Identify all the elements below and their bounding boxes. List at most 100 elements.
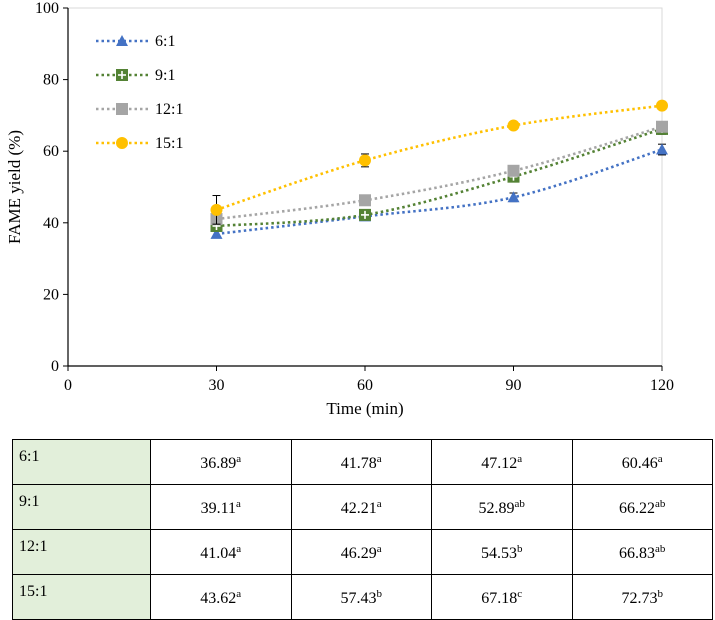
y-tick-label: 40: [43, 215, 59, 232]
x-tick-label: 90: [506, 377, 522, 394]
data-point: [656, 99, 668, 112]
table-cell: 46.29a: [290, 529, 432, 575]
data-point: [210, 203, 223, 216]
fame-yield-chart: 0 20 40 60 80 100 0 30 60 90 120 6:1 9:1 12:1 15:1 Ti…: [5, 0, 674, 418]
x-tick-label: 60: [357, 377, 373, 394]
plot-area-frame: [67, 7, 663, 367]
table-cell: 36.89a: [150, 439, 292, 485]
legend-label: 15:1: [155, 135, 183, 152]
table-cell: 43.62a: [150, 574, 292, 620]
row-label: 6:1: [12, 439, 151, 485]
data-point: [656, 143, 668, 155]
x-axis-title: Time (min): [326, 399, 403, 418]
data-point: [656, 120, 668, 133]
significance-letter: b: [376, 588, 383, 600]
legend-item: 6:1: [96, 33, 175, 50]
significance-letter: ab: [655, 543, 666, 555]
legend-marker: [116, 69, 128, 81]
series-15-1: [210, 99, 668, 225]
legend-item: 12:1: [96, 101, 183, 118]
legend-label: 12:1: [155, 101, 183, 118]
cell-value: 42.21: [340, 500, 377, 517]
series-12-1: [210, 120, 668, 226]
y-tick-label: 80: [43, 72, 59, 89]
significance-letter: a: [517, 453, 523, 465]
y-tick-label: 60: [43, 143, 59, 160]
table-cell: 47.12a: [431, 439, 573, 485]
y-tick-label: 100: [35, 0, 59, 17]
significance-letter: a: [236, 543, 242, 555]
table-row: 12:1 41.04a 46.29a 54.53b 66.83ab: [12, 529, 713, 575]
series-line: [216, 148, 663, 236]
table-row: 15:1 43.62a 57.43b 67.18c 72.73b: [12, 574, 713, 620]
significance-letter: c: [517, 588, 523, 600]
series-9-1: [210, 122, 668, 232]
table-cell: 42.21a: [290, 484, 432, 530]
row-label: 12:1: [12, 529, 151, 575]
table-cell: 57.43b: [290, 574, 432, 620]
significance-letter: a: [236, 588, 242, 600]
cell-value: 66.22: [619, 500, 656, 517]
x-tick-label: 30: [209, 377, 225, 394]
data-point: [210, 227, 223, 239]
table-cell: 66.22ab: [571, 484, 713, 530]
cell-value: 39.11: [200, 500, 236, 517]
legend-item: 15:1: [96, 135, 183, 152]
table-cell: 41.04a: [150, 529, 292, 575]
significance-letter: b: [517, 543, 523, 555]
y-tick-label: 0: [51, 358, 59, 375]
legend-item: 9:1: [96, 67, 175, 84]
legend-label: 6:1: [155, 33, 175, 50]
significance-letter: ab: [655, 498, 666, 510]
data-point: [507, 164, 520, 177]
series-layer: [210, 99, 668, 239]
significance-letter: a: [236, 453, 242, 465]
table-row: 9:1 39.11a 42.21a 52.89ab 66.22ab: [12, 484, 713, 530]
series-line: [216, 104, 663, 212]
y-tick-label: 20: [43, 286, 59, 303]
cell-value: 46.29: [340, 545, 377, 562]
cell-value: 57.43: [340, 590, 377, 607]
table-cell: 66.83ab: [571, 529, 713, 575]
legend-marker: [116, 103, 128, 115]
significance-letter: a: [376, 453, 382, 465]
significance-letter: a: [236, 498, 241, 510]
legend-label: 9:1: [155, 67, 175, 84]
table-cell: 54.53b: [431, 529, 573, 575]
x-tick-label: 0: [64, 377, 72, 394]
series-6-1: [210, 143, 668, 239]
significance-letter: a: [376, 543, 382, 555]
x-tick-label: 120: [650, 377, 674, 394]
significance-letter: a: [376, 498, 382, 510]
legend-marker: [116, 35, 128, 46]
cell-value: 47.12: [481, 455, 518, 472]
significance-letter: b: [657, 588, 664, 600]
table-cell: 67.18c: [431, 574, 573, 620]
yield-data-table: 6:1 36.89a 41.78a 47.12a 60.46a 9:1 39.11a 42.2…: [12, 439, 713, 620]
cell-value: 41.04: [200, 545, 237, 562]
table-cell: 72.73b: [571, 574, 713, 620]
y-axis-title: FAME yield (%): [5, 130, 24, 244]
cell-value: 41.78: [340, 455, 377, 472]
cell-value: 52.89: [478, 500, 515, 517]
data-point: [507, 191, 520, 203]
table-row: 6:1 36.89a 41.78a 47.12a 60.46a: [12, 439, 713, 485]
axes: 0 20 40 60 80 100 0 30 60 90 120: [35, 0, 674, 394]
significance-letter: ab: [514, 498, 525, 510]
data-point: [359, 208, 371, 221]
table-cell: 52.89ab: [431, 484, 573, 530]
data-point: [507, 119, 520, 132]
cell-value: 67.18: [481, 590, 518, 607]
legend-marker: [116, 137, 128, 149]
table-cell: 39.11a: [150, 484, 292, 530]
significance-letter: a: [657, 453, 663, 465]
cell-value: 54.53: [481, 545, 517, 562]
cell-value: 36.89: [200, 455, 237, 472]
table-cell: 60.46a: [571, 439, 713, 485]
cell-value: 43.62: [200, 590, 237, 607]
cell-value: 66.83: [619, 545, 656, 562]
row-label: 9:1: [12, 484, 151, 530]
data-point: [359, 154, 371, 167]
data-point: [359, 194, 371, 207]
row-label: 15:1: [12, 574, 151, 620]
